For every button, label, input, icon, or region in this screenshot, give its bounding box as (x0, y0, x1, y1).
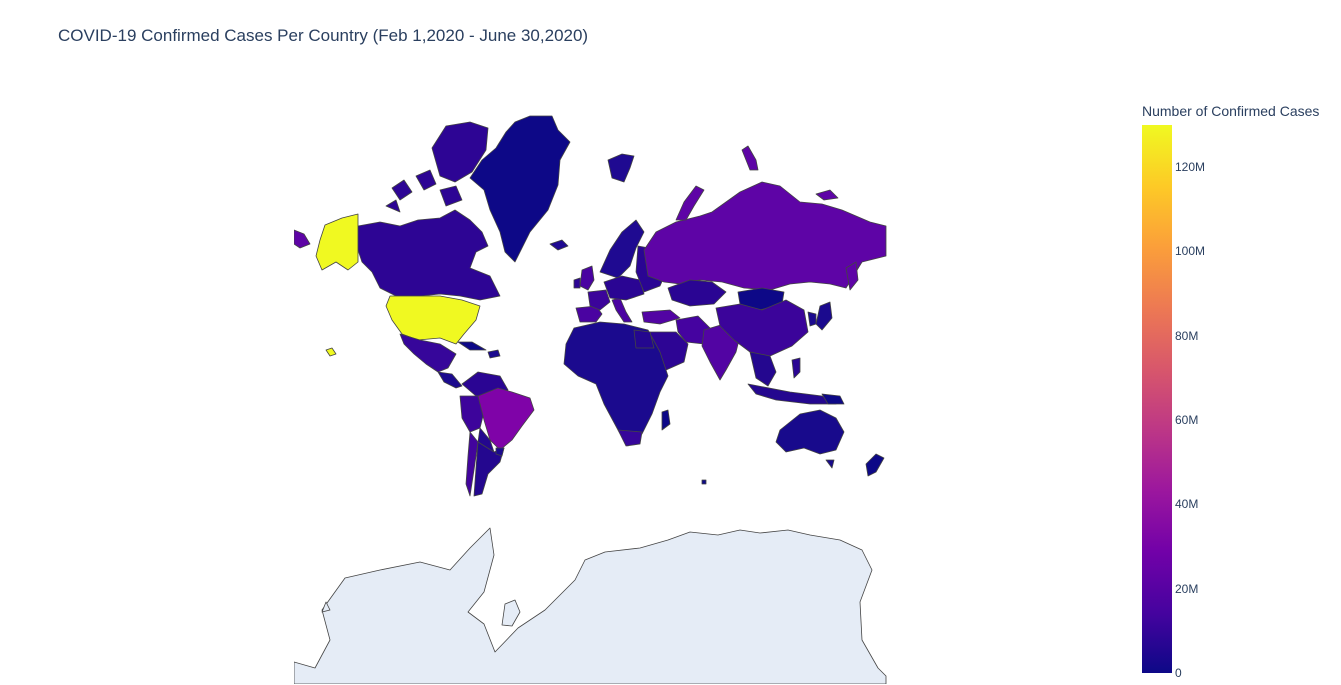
region-kazakhstan[interactable] (667, 279, 727, 307)
region-tasmania[interactable] (825, 459, 835, 469)
region-australia[interactable] (775, 409, 845, 455)
region-china[interactable] (715, 299, 809, 357)
colorbar-tick-label: 60M (1175, 413, 1199, 428)
colorbar-tick-label: 80M (1175, 328, 1199, 343)
colorbar-tick-label: 0 (1175, 666, 1182, 680)
region-indonesia[interactable] (747, 383, 837, 405)
region-canada-arctic-island[interactable] (391, 179, 413, 201)
region-antarctica[interactable] (294, 527, 887, 684)
region-hawaii[interactable] (325, 347, 337, 357)
region-antarctic-island[interactable] (321, 601, 331, 613)
region-russia-arctic-island[interactable] (815, 189, 839, 201)
colorbar-title: Number of Confirmed Cases (1142, 103, 1320, 119)
region-ireland[interactable] (573, 277, 581, 289)
region-svalbard[interactable] (607, 153, 635, 183)
region-united-states[interactable] (385, 295, 481, 345)
region-russia-far-east-west[interactable] (294, 229, 311, 249)
region-south-africa[interactable] (617, 429, 643, 447)
region-philippines[interactable] (791, 357, 801, 379)
region-russia-arctic-island[interactable] (741, 145, 759, 171)
region-antarctic-island[interactable] (501, 599, 521, 627)
region-turkey[interactable] (641, 309, 681, 325)
region-united-kingdom[interactable] (579, 265, 595, 291)
region-canada-arctic-island[interactable] (385, 199, 401, 213)
region-italy[interactable] (611, 297, 633, 323)
region-greenland[interactable] (469, 115, 571, 263)
colorbar-tick-label: 20M (1175, 581, 1199, 596)
region-canada[interactable] (357, 209, 501, 301)
chart-title: COVID-19 Confirmed Cases Per Country (Fe… (58, 26, 589, 45)
region-canada-arctic-island[interactable] (439, 185, 463, 207)
colorbar-gradient (1142, 125, 1172, 673)
region-egypt[interactable] (633, 329, 655, 349)
region-iceland[interactable] (549, 239, 569, 251)
region-uruguay[interactable] (495, 447, 505, 457)
region-russia-sakhalin[interactable] (845, 261, 859, 291)
region-new-zealand[interactable] (865, 453, 885, 477)
region-japan[interactable] (815, 301, 833, 331)
region-canada-arctic-island[interactable] (431, 121, 489, 183)
region-russia[interactable] (643, 181, 887, 291)
region-central-europe[interactable] (603, 275, 645, 301)
region-southeast-asia[interactable] (749, 351, 777, 387)
region-cuba[interactable] (457, 341, 487, 351)
region-france[interactable] (587, 289, 611, 311)
region-mexico[interactable] (399, 333, 457, 373)
region-central-america[interactable] (437, 371, 463, 389)
region-brazil[interactable] (477, 387, 535, 451)
region-scandinavia[interactable] (599, 219, 645, 279)
region-pacific-island[interactable] (701, 479, 707, 485)
colorbar-tick-label: 40M (1175, 497, 1199, 512)
region-papua[interactable] (821, 393, 845, 405)
region-alaska[interactable] (315, 213, 359, 271)
region-russia-novaya-zemlya[interactable] (675, 185, 705, 221)
region-korea[interactable] (807, 311, 817, 327)
region-canada-arctic-island[interactable] (415, 169, 437, 191)
colorbar-tick-label: 120M (1175, 160, 1206, 175)
region-madagascar[interactable] (661, 409, 671, 431)
region-hispaniola[interactable] (487, 349, 501, 359)
colorbar-tick-label: 100M (1175, 244, 1206, 259)
